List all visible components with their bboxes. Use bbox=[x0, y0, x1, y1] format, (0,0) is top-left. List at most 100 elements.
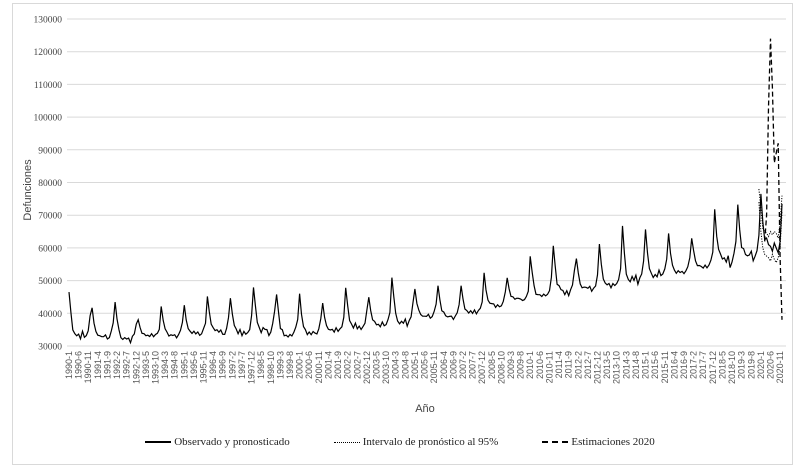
y-axis-label: Defunciones bbox=[22, 159, 34, 221]
svg-text:50000: 50000 bbox=[38, 277, 62, 287]
svg-text:2015-11: 2015-11 bbox=[660, 351, 670, 383]
svg-text:2005-11: 2005-11 bbox=[429, 351, 439, 383]
svg-text:30000: 30000 bbox=[38, 343, 62, 353]
svg-text:2009-3: 2009-3 bbox=[506, 351, 516, 379]
svg-text:2013-5: 2013-5 bbox=[602, 351, 612, 379]
svg-text:1996-4: 1996-4 bbox=[208, 351, 218, 379]
svg-text:1991-4: 1991-4 bbox=[93, 351, 103, 379]
svg-text:1995-1: 1995-1 bbox=[179, 351, 189, 379]
svg-text:2014-8: 2014-8 bbox=[631, 351, 641, 379]
svg-text:2008-5: 2008-5 bbox=[487, 351, 497, 379]
svg-text:1994-8: 1994-8 bbox=[170, 351, 180, 379]
svg-text:1996-9: 1996-9 bbox=[218, 351, 228, 379]
gridlines bbox=[67, 18, 786, 347]
svg-text:2006-4: 2006-4 bbox=[439, 351, 449, 379]
legend-item-observed: Observado y pronosticado bbox=[145, 436, 290, 448]
svg-text:2004-8: 2004-8 bbox=[400, 351, 410, 379]
svg-text:2015-1: 2015-1 bbox=[641, 351, 651, 379]
svg-text:2005-6: 2005-6 bbox=[420, 351, 430, 379]
svg-text:1994-3: 1994-3 bbox=[160, 351, 170, 379]
interval-upper-line bbox=[758, 188, 783, 239]
svg-text:1997-7: 1997-7 bbox=[237, 351, 247, 379]
svg-text:2015-6: 2015-6 bbox=[650, 351, 660, 379]
chart-frame bbox=[12, 3, 793, 465]
y-axis-ticks: 30000 40000 50000 60000 70000 80000 90000 10000… bbox=[34, 16, 63, 353]
svg-text:2010-1: 2010-1 bbox=[525, 351, 535, 379]
svg-text:2001-4: 2001-4 bbox=[323, 351, 333, 379]
svg-text:1992-12: 1992-12 bbox=[131, 351, 141, 384]
legend-label: Estimaciones 2020 bbox=[571, 436, 655, 448]
svg-text:1990-6: 1990-6 bbox=[74, 351, 84, 379]
estimates-line bbox=[764, 38, 783, 320]
svg-text:2012-7: 2012-7 bbox=[583, 351, 593, 379]
svg-text:2002-7: 2002-7 bbox=[352, 351, 362, 379]
svg-text:100000: 100000 bbox=[34, 114, 63, 124]
svg-text:2020-6: 2020-6 bbox=[765, 351, 775, 379]
svg-text:2016-4: 2016-4 bbox=[669, 351, 679, 379]
series-lines bbox=[68, 38, 783, 345]
svg-text:2014-3: 2014-3 bbox=[621, 351, 631, 379]
svg-text:2008-10: 2008-10 bbox=[496, 351, 506, 384]
dotted-line-icon bbox=[333, 441, 360, 443]
svg-text:60000: 60000 bbox=[38, 244, 62, 254]
svg-text:2012-12: 2012-12 bbox=[593, 351, 603, 384]
svg-text:2020-11: 2020-11 bbox=[775, 351, 785, 383]
svg-text:2011-4: 2011-4 bbox=[554, 351, 564, 378]
dashed-line-icon bbox=[542, 441, 569, 443]
svg-text:2004-3: 2004-3 bbox=[391, 351, 401, 379]
svg-text:2017-12: 2017-12 bbox=[708, 351, 718, 384]
svg-text:1992-7: 1992-7 bbox=[122, 351, 132, 379]
svg-text:80000: 80000 bbox=[38, 179, 62, 189]
svg-text:1995-11: 1995-11 bbox=[199, 351, 209, 383]
svg-text:2000-6: 2000-6 bbox=[304, 351, 314, 379]
svg-text:40000: 40000 bbox=[38, 310, 62, 320]
svg-text:120000: 120000 bbox=[34, 48, 63, 58]
svg-text:70000: 70000 bbox=[38, 212, 62, 222]
chart-legend: Observado y pronosticado Intervalo de pr… bbox=[0, 432, 800, 452]
svg-text:2002-2: 2002-2 bbox=[343, 351, 353, 379]
svg-text:2018-10: 2018-10 bbox=[727, 351, 737, 384]
svg-text:1999-8: 1999-8 bbox=[285, 351, 295, 379]
svg-text:2012-2: 2012-2 bbox=[573, 351, 583, 379]
svg-text:90000: 90000 bbox=[38, 146, 62, 156]
x-axis-label: Año bbox=[415, 403, 435, 415]
x-axis-ticks: 1990-1 1990-6 1990-11 1991-4 1991-9 1992-2 199… bbox=[64, 351, 785, 384]
svg-text:2007-12: 2007-12 bbox=[477, 351, 487, 384]
svg-text:2010-11: 2010-11 bbox=[544, 351, 554, 383]
svg-text:2000-1: 2000-1 bbox=[295, 351, 305, 379]
svg-text:2003-10: 2003-10 bbox=[381, 351, 391, 384]
svg-text:1993-10: 1993-10 bbox=[150, 351, 160, 384]
legend-item-estimates: Estimaciones 2020 bbox=[542, 436, 655, 448]
svg-text:1995-6: 1995-6 bbox=[189, 351, 199, 379]
svg-text:2001-9: 2001-9 bbox=[333, 351, 343, 379]
svg-text:2019-3: 2019-3 bbox=[737, 351, 747, 379]
svg-text:1990-1: 1990-1 bbox=[64, 351, 74, 379]
svg-text:1991-9: 1991-9 bbox=[102, 351, 112, 379]
svg-text:2007-7: 2007-7 bbox=[468, 351, 478, 379]
svg-text:1999-3: 1999-3 bbox=[275, 351, 285, 379]
svg-text:1992-2: 1992-2 bbox=[112, 351, 122, 379]
legend-label: Observado y pronosticado bbox=[174, 436, 290, 448]
svg-text:2002-12: 2002-12 bbox=[362, 351, 372, 384]
observed-line bbox=[68, 193, 783, 345]
svg-text:2009-8: 2009-8 bbox=[516, 351, 526, 379]
svg-text:1998-10: 1998-10 bbox=[266, 351, 276, 384]
svg-text:2006-9: 2006-9 bbox=[448, 351, 458, 379]
svg-text:2000-11: 2000-11 bbox=[314, 351, 324, 383]
svg-text:1997-12: 1997-12 bbox=[247, 351, 257, 384]
svg-text:130000: 130000 bbox=[34, 16, 63, 26]
svg-text:2013-10: 2013-10 bbox=[612, 351, 622, 384]
svg-text:2017-7: 2017-7 bbox=[698, 351, 708, 379]
svg-text:2011-9: 2011-9 bbox=[564, 351, 574, 378]
svg-text:2019-8: 2019-8 bbox=[746, 351, 756, 379]
svg-text:2016-9: 2016-9 bbox=[679, 351, 689, 379]
svg-text:2003-5: 2003-5 bbox=[371, 351, 381, 379]
svg-text:110000: 110000 bbox=[34, 81, 62, 91]
svg-text:2010-6: 2010-6 bbox=[535, 351, 545, 379]
svg-text:2018-5: 2018-5 bbox=[717, 351, 727, 379]
svg-text:2017-2: 2017-2 bbox=[689, 351, 699, 379]
svg-text:1993-5: 1993-5 bbox=[141, 351, 151, 379]
svg-text:1998-5: 1998-5 bbox=[256, 351, 266, 379]
svg-text:1990-11: 1990-11 bbox=[83, 351, 93, 383]
legend-item-interval: Intervalo de pronóstico al 95% bbox=[333, 436, 498, 448]
